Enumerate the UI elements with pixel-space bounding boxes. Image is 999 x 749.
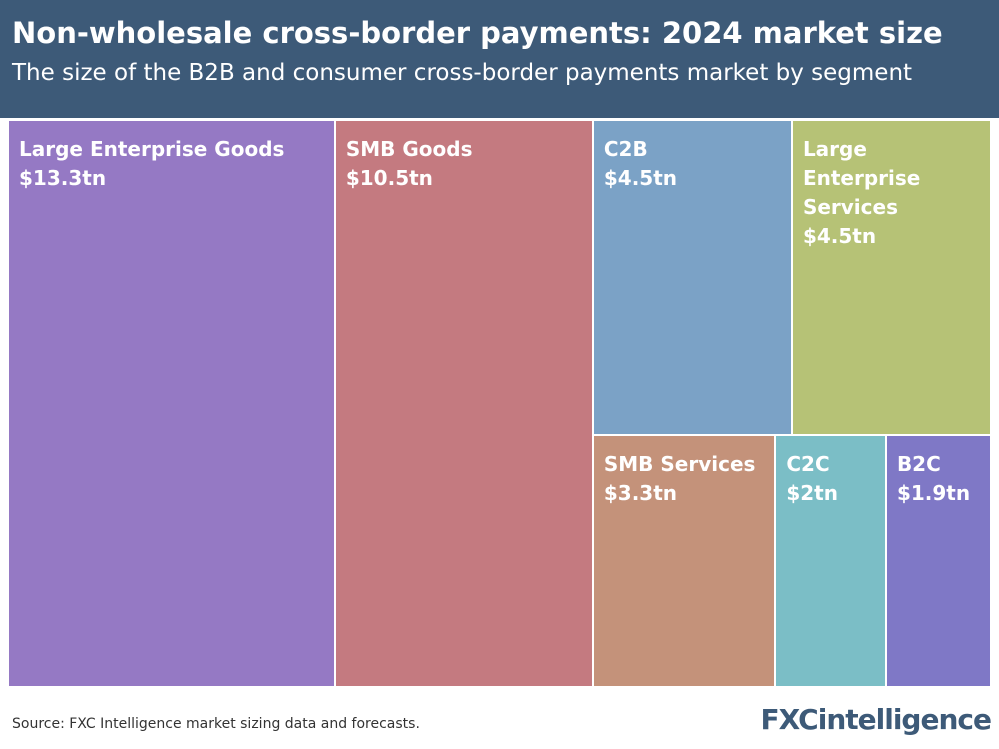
value-label: $4.5tn <box>802 224 877 248</box>
cell-label: C2B <box>603 137 648 161</box>
value-label: $3.3tn <box>603 481 678 505</box>
treemap-cell: Large Enterprise Goods $13.3tn <box>8 120 335 687</box>
treemap-cell: C2B $4.5tn <box>592 120 792 435</box>
value-label: $13.3tn <box>19 166 107 190</box>
logo: FXCintelligence <box>760 703 992 736</box>
chart-title: Non-wholesale cross-border payments: 202… <box>12 16 943 50</box>
treemap-cell: Large Enterprise Services $4.5tn <box>791 120 991 435</box>
treemap-cell: B2C $1.9tn <box>885 435 991 687</box>
chart-subtitle: The size of the B2B and consumer cross-b… <box>12 60 913 86</box>
cell-label: Large Enterprise Services <box>802 137 921 219</box>
value-label: $2tn <box>786 481 838 505</box>
header: Non-wholesale cross-border payments: 202… <box>0 0 999 118</box>
value-label: $1.9tn <box>896 481 971 505</box>
treemap-cell: C2C $2tn <box>775 435 886 687</box>
source-note: Source: FXC Intelligence market sizing d… <box>12 716 420 732</box>
cell-label: B2C <box>896 452 941 476</box>
cell-label: SMB Goods <box>345 137 473 161</box>
value-label: $4.5tn <box>603 166 678 190</box>
treemap-cell: SMB Services $3.3tn <box>592 435 776 687</box>
treemap-cell: SMB Goods $10.5tn <box>334 120 593 687</box>
treemap: Large Enterprise Goods $13.3tn SMB Goods $1… <box>8 120 991 687</box>
cell-label: SMB Services <box>603 452 756 476</box>
value-label: $10.5tn <box>345 166 433 190</box>
cell-label: Large Enterprise Goods <box>19 137 285 161</box>
cell-label: C2C <box>786 452 830 476</box>
